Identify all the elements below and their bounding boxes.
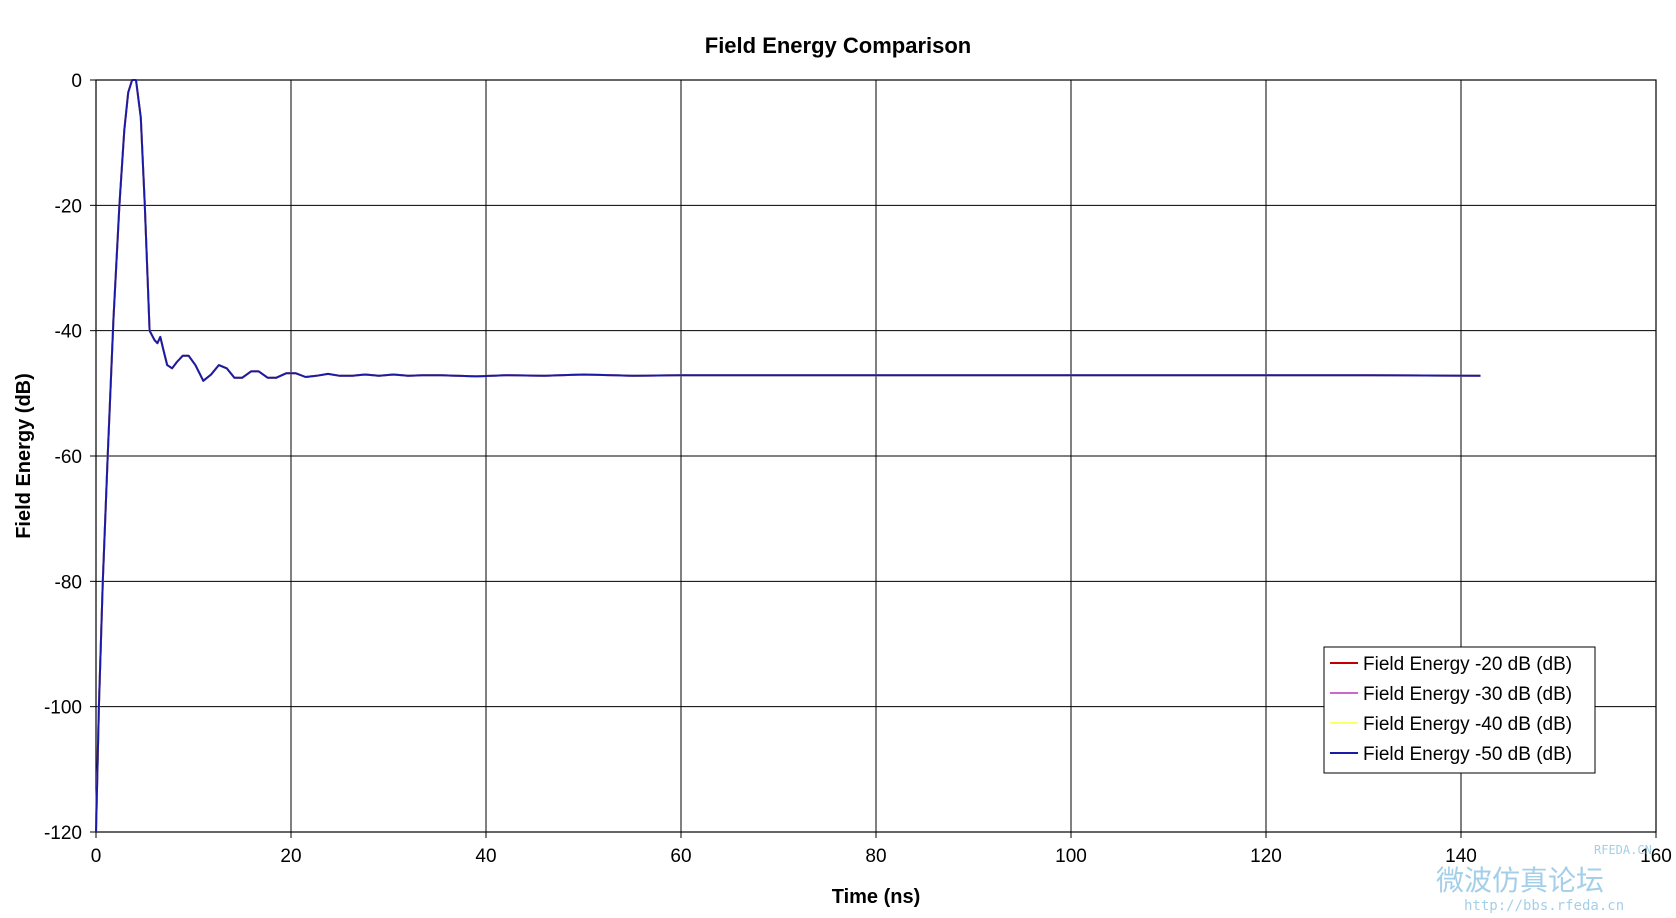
chart-title: Field Energy Comparison [705,33,972,58]
x-tick-label: 120 [1250,846,1282,867]
y-tick-label: -100 [44,698,82,719]
legend-label-3: Field Energy -40 dB (dB) [1363,714,1572,735]
x-tick-label: 0 [91,846,102,867]
watermark-brand: RFEDA.CN [1594,843,1652,857]
y-tick-label: 0 [71,71,82,92]
legend-label-2: Field Energy -30 dB (dB) [1363,684,1572,705]
x-tick-label: 80 [865,846,886,867]
x-tick-label: 60 [670,846,691,867]
legend-box [1323,646,1596,774]
y-tick-label: -20 [55,196,82,217]
y-tick-label: -40 [55,322,82,343]
x-axis-ticks: 0 20 40 60 80 100 120 140 160 [91,832,1672,867]
y-tick-label: -80 [55,572,82,593]
series-line-4 [95,79,1481,833]
legend: Field Energy -20 dB (dB) Field Energy -30… [1323,646,1596,774]
x-tick-label: 140 [1445,846,1477,867]
legend-label-4: Field Energy -50 dB (dB) [1363,744,1572,765]
y-axis-label: Field Energy (dB) [13,373,35,539]
watermark-chinese: 微波仿真论坛 [1436,864,1604,897]
watermark: RFEDA.CN 微波仿真论坛 http://bbs.rfeda.cn [1436,843,1652,914]
x-axis-label: Time (ns) [832,886,921,908]
x-tick-label: 160 [1640,846,1672,867]
y-axis-ticks: 0 -20 -40 -60 -80 -100 -120 [44,71,96,844]
x-tick-label: 100 [1055,846,1087,867]
legend-label-1: Field Energy -20 dB (dB) [1363,654,1572,675]
watermark-url: http://bbs.rfeda.cn [1464,898,1624,914]
y-tick-label: -120 [44,823,82,844]
series-lines [95,79,1481,833]
x-tick-label: 20 [280,846,301,867]
y-tick-label: -60 [55,447,82,468]
x-tick-label: 40 [475,846,496,867]
